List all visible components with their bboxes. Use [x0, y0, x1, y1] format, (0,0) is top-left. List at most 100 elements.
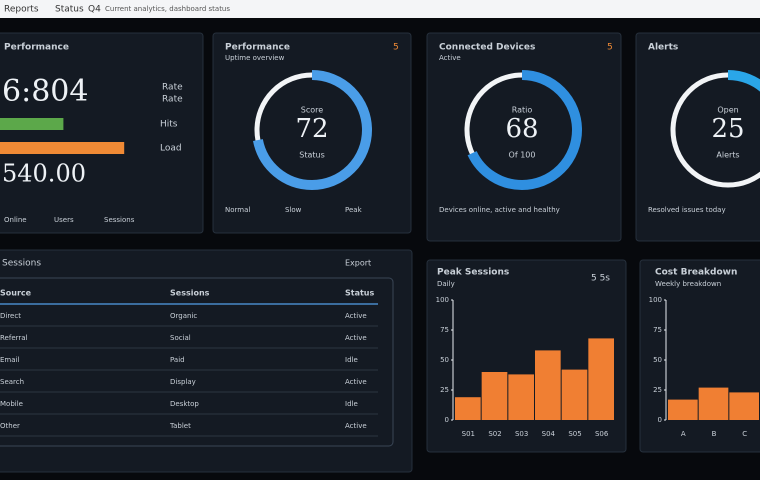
bar — [508, 374, 534, 420]
badge: 5 — [393, 43, 399, 53]
gauge-value: 25 — [711, 114, 744, 144]
progress-bar — [0, 118, 64, 130]
gauge-panel — [212, 32, 412, 234]
gauge-arc — [668, 70, 760, 190]
bar — [729, 392, 759, 420]
y-tick-label: 50 — [653, 356, 662, 364]
panel-title: Connected Devices — [439, 43, 535, 53]
panel-subtitle: Active — [439, 54, 461, 62]
gauge-caption: Of 100 — [509, 151, 536, 160]
table-action: Export — [345, 259, 371, 268]
y-tick-label: 50 — [440, 356, 449, 364]
chart-title: Peak Sessions — [437, 268, 509, 278]
y-tick-label: 0 — [445, 416, 449, 424]
x-tick-label: S03 — [515, 430, 528, 438]
table-cell: Display — [170, 378, 196, 386]
panel-title: Sessions — [2, 259, 41, 269]
y-tick-label: 25 — [653, 386, 662, 394]
gauge-panel — [426, 32, 622, 242]
gauge-panel — [635, 32, 760, 242]
table-cell: Idle — [345, 356, 358, 364]
bar — [481, 372, 508, 420]
table-cell: Referral — [0, 334, 28, 342]
bar — [698, 387, 729, 420]
badge: 5 5s — [591, 274, 610, 284]
y-tick-label: 100 — [436, 296, 449, 304]
table-panel — [0, 249, 413, 473]
gauge-label: Ratio — [512, 106, 533, 115]
nav-item[interactable]: Reports — [4, 5, 39, 15]
x-tick-label: S06 — [595, 430, 609, 438]
nav-item[interactable]: Status — [55, 5, 84, 15]
gauge-caption: Status — [299, 151, 325, 160]
legend-item: Slow — [285, 206, 302, 214]
column-header: Source — [0, 289, 32, 298]
bar-label: Hits — [160, 120, 178, 130]
chart-subtitle: Daily — [437, 280, 455, 288]
bar-label: Load — [160, 144, 182, 154]
bar — [668, 399, 698, 420]
column-header: Status — [345, 289, 375, 298]
gauge-arc — [252, 70, 372, 190]
side-label: Rate — [162, 83, 183, 93]
legend-item: Resolved issues today — [648, 206, 726, 214]
table-cell: Desktop — [170, 400, 199, 408]
header-info: Current analytics, dashboard status — [105, 5, 230, 13]
panel-title: Performance — [4, 43, 69, 53]
bar — [535, 350, 561, 420]
panel-title: Alerts — [648, 43, 678, 53]
gauge-label: Score — [301, 106, 323, 115]
table-cell: Social — [170, 334, 191, 342]
big-value: 6:804 — [2, 74, 88, 109]
table-cell: Other — [0, 422, 20, 430]
bar — [455, 397, 481, 420]
table-cell: Organic — [170, 312, 197, 320]
y-tick-label: 75 — [653, 326, 662, 334]
table-frame — [0, 277, 394, 447]
footer-label: Online — [4, 216, 27, 224]
x-tick-label: A — [681, 430, 686, 438]
table-cell: Active — [345, 378, 367, 386]
y-tick-label: 0 — [658, 416, 662, 424]
gauge-value: 68 — [505, 114, 538, 144]
x-tick-label: S04 — [542, 430, 556, 438]
panel-title: Performance — [225, 43, 290, 53]
big-value: 540.00 — [2, 160, 86, 188]
column-header: Sessions — [170, 289, 210, 298]
metric-panel — [0, 32, 204, 234]
panel-subtitle: Uptime overview — [225, 54, 285, 62]
x-tick-label: S05 — [568, 430, 581, 438]
gauge-value: 72 — [295, 114, 328, 144]
gauge-label: Open — [717, 106, 738, 115]
table-cell: Tablet — [169, 422, 191, 430]
footer-label: Sessions — [104, 216, 135, 224]
legend-item: Peak — [345, 206, 363, 214]
y-tick-label: 25 — [440, 386, 449, 394]
table-cell: Active — [345, 422, 367, 430]
y-tick-label: 100 — [649, 296, 662, 304]
x-tick-label: S02 — [488, 430, 501, 438]
x-tick-label: C — [742, 430, 747, 438]
table-cell: Mobile — [0, 400, 23, 408]
side-label: Rate — [162, 95, 183, 105]
table-cell: Idle — [345, 400, 358, 408]
chart-title: Cost Breakdown — [655, 268, 737, 278]
x-tick-label: B — [712, 430, 717, 438]
progress-bar — [0, 142, 125, 154]
table-cell: Email — [0, 356, 19, 364]
table-cell: Direct — [0, 312, 21, 320]
table-cell: Active — [345, 334, 367, 342]
table-cell: Search — [0, 378, 24, 386]
nav-item[interactable]: Q4 — [88, 5, 101, 15]
y-tick-label: 75 — [440, 326, 449, 334]
table-cell: Active — [345, 312, 367, 320]
bar — [588, 338, 614, 420]
table-cell: Paid — [170, 356, 185, 364]
top-bar — [0, 0, 760, 18]
x-tick-label: S01 — [462, 430, 475, 438]
legend-item: Normal — [225, 206, 250, 214]
chart-subtitle: Weekly breakdown — [655, 280, 721, 288]
gauge-caption: Alerts — [716, 151, 739, 160]
